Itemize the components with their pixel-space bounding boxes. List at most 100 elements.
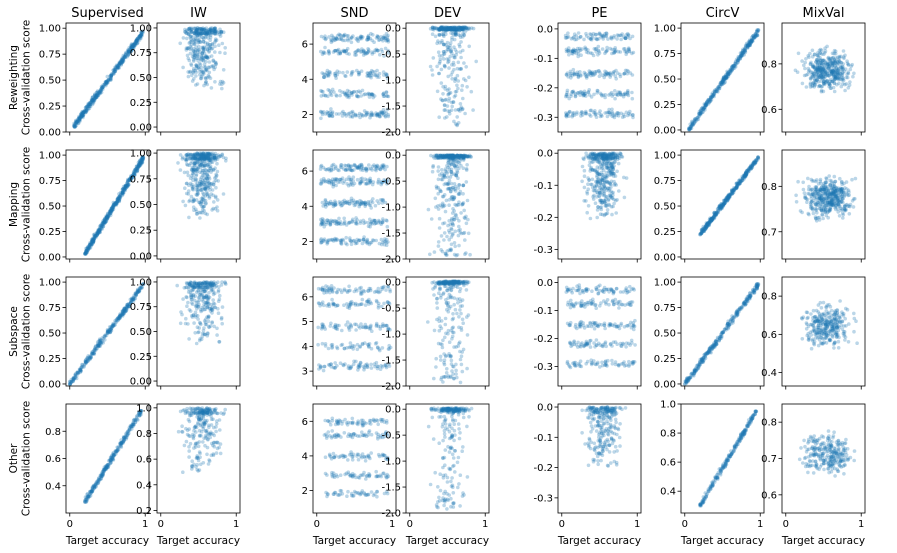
point-mapping-iw (192, 208, 196, 212)
point-mapping-dev (466, 217, 470, 222)
point-mapping-dev (448, 248, 453, 253)
point-reweighting-supervised (81, 113, 85, 117)
point-reweighting-iw (214, 62, 218, 66)
point-mapping-pe (605, 160, 609, 164)
point-mapping-snd (355, 200, 359, 204)
point-mapping-iw (206, 168, 211, 173)
point-mapping-iw (196, 159, 201, 163)
point-reweighting-supervised (74, 121, 78, 125)
point-reweighting-snd (329, 93, 334, 98)
point-mapping-dev (436, 169, 441, 173)
point-reweighting-dev (458, 50, 463, 54)
point-reweighting-supervised (86, 101, 90, 106)
point-mapping-pe (586, 204, 591, 208)
point-reweighting-dev (469, 89, 474, 94)
point-reweighting-snd (344, 114, 349, 118)
point-reweighting-supervised (129, 44, 134, 48)
y-tick-label-mapping-dev: -2.0 (381, 255, 401, 266)
point-reweighting-snd (320, 112, 325, 117)
point-reweighting-iw (191, 71, 196, 75)
column-title-circv: CircV (706, 6, 740, 21)
point-reweighting-pe (630, 90, 634, 95)
point-reweighting-supervised (132, 43, 137, 48)
point-mapping-dev (453, 229, 458, 234)
point-reweighting-circv (690, 121, 695, 126)
point-reweighting-supervised (83, 105, 88, 110)
point-reweighting-iw (207, 70, 212, 75)
point-reweighting-snd (319, 94, 324, 98)
point-reweighting-snd (338, 93, 342, 98)
point-mapping-dev (453, 189, 458, 193)
point-mapping-iw (195, 190, 200, 194)
point-mapping-dev (444, 181, 448, 186)
point-reweighting-supervised (96, 91, 101, 96)
point-reweighting-circv (718, 84, 722, 89)
point-reweighting-supervised (99, 90, 104, 95)
point-reweighting-snd (346, 38, 350, 43)
point-reweighting-dev (447, 59, 451, 64)
point-reweighting-supervised (79, 114, 83, 119)
point-reweighting-mixval (811, 71, 816, 75)
point-mapping-pe (601, 162, 605, 167)
point-reweighting-supervised (135, 41, 139, 45)
point-mapping-dev (447, 203, 451, 207)
point-reweighting-supervised (111, 68, 116, 72)
point-reweighting-pe (610, 51, 614, 56)
point-reweighting-mixval (827, 84, 831, 89)
point-mapping-pe (582, 174, 587, 178)
point-reweighting-supervised (114, 65, 118, 70)
point-reweighting-snd (359, 69, 364, 73)
point-mapping-dev (435, 155, 440, 160)
y-tick-label-reweighting-supervised: 0.00 (39, 128, 61, 139)
point-reweighting-dev (444, 32, 448, 36)
point-reweighting-snd (338, 33, 343, 38)
point-reweighting-dev (440, 54, 445, 58)
point-mapping-iw (211, 206, 215, 211)
point-mapping-iw (204, 155, 208, 159)
point-mapping-dev (456, 186, 461, 190)
point-reweighting-snd (381, 70, 386, 74)
point-reweighting-mixval (825, 73, 829, 78)
point-reweighting-supervised (101, 85, 105, 89)
point-mapping-pe (588, 216, 593, 221)
point-mapping-snd (384, 243, 389, 247)
point-reweighting-supervised (80, 110, 84, 115)
point-reweighting-pe (628, 71, 633, 75)
column-title-iw: IW (190, 6, 207, 21)
point-reweighting-dev (451, 100, 456, 104)
point-mapping-dev (465, 163, 469, 167)
point-reweighting-mixval (834, 76, 838, 81)
point-reweighting-pe (578, 70, 582, 74)
point-mapping-dev (439, 248, 443, 252)
point-reweighting-supervised (100, 85, 105, 90)
point-reweighting-supervised (75, 118, 80, 122)
point-reweighting-iw (199, 55, 204, 59)
point-mapping-iw (186, 189, 191, 193)
point-reweighting-pe (584, 31, 588, 36)
point-reweighting-supervised (111, 68, 116, 72)
point-mapping-snd (370, 182, 375, 187)
y-tick-label-reweighting-circv: 0.75 (654, 49, 676, 60)
point-reweighting-snd (323, 34, 327, 38)
point-mapping-dev (436, 240, 441, 244)
point-mapping-snd (369, 199, 373, 204)
point-reweighting-mixval (831, 69, 836, 74)
point-reweighting-supervised (87, 104, 91, 109)
point-mapping-pe (597, 194, 602, 199)
point-reweighting-supervised (109, 74, 113, 79)
point-reweighting-snd (329, 40, 334, 45)
point-reweighting-pe (622, 114, 627, 119)
point-reweighting-iw (181, 36, 186, 40)
point-reweighting-dev (459, 55, 463, 60)
y-tick-label-mapping-pe: -0.3 (533, 245, 553, 256)
point-reweighting-supervised (87, 102, 91, 106)
point-mapping-snd (349, 181, 354, 186)
point-reweighting-snd (334, 36, 339, 40)
point-reweighting-iw (209, 54, 214, 58)
point-reweighting-supervised (115, 64, 120, 68)
point-reweighting-mixval (833, 64, 838, 68)
point-reweighting-iw (189, 63, 194, 68)
point-mapping-pe (608, 155, 613, 160)
point-mapping-supervised (117, 192, 121, 196)
point-mapping-iw (193, 161, 197, 165)
